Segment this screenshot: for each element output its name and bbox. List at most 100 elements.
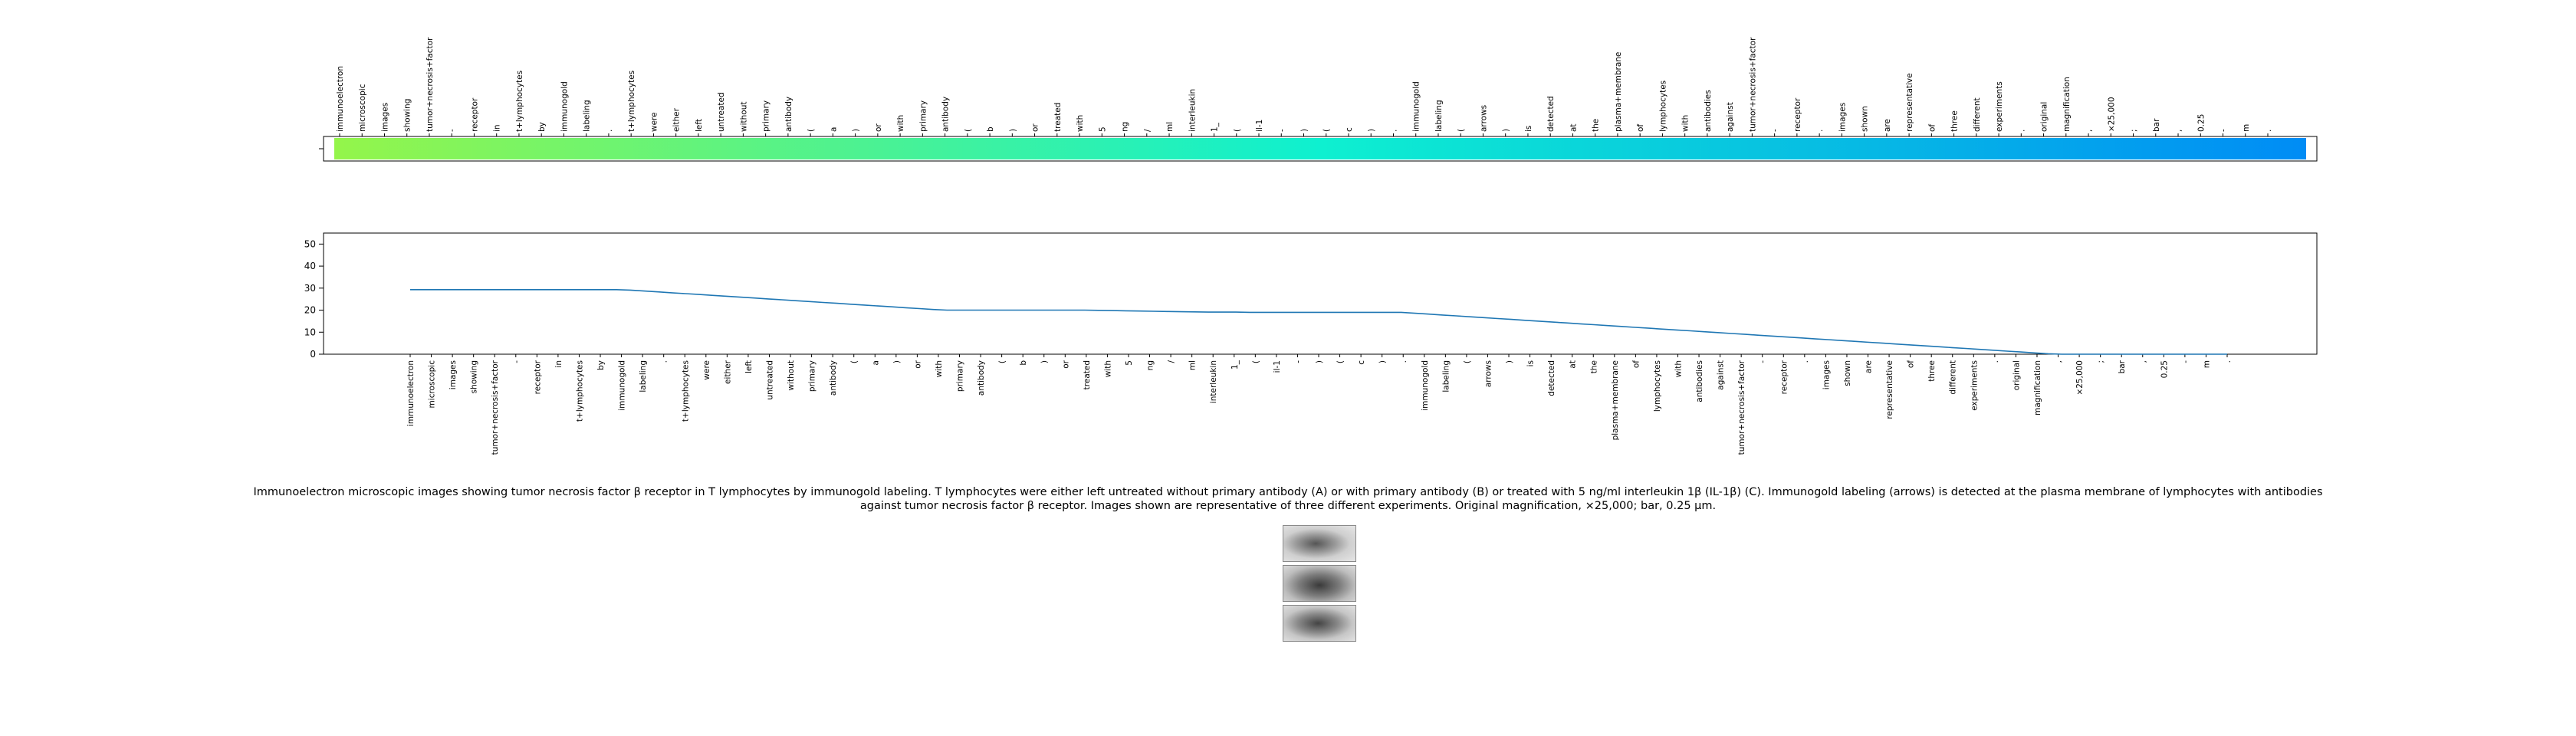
x-tick-label: -	[2181, 360, 2190, 363]
colorbar-token-label: ml	[1165, 122, 1175, 132]
x-tick-label: 5	[1125, 360, 1134, 366]
colorbar-token-label: .	[2264, 130, 2273, 132]
x-tick-label: against	[1717, 360, 1726, 390]
colorbar-token-label: antibody	[941, 97, 951, 132]
colorbar-token-label: detected	[1546, 96, 1556, 132]
x-tick-label: interleukin	[1209, 360, 1218, 403]
colorbar-token-label: (	[1457, 129, 1466, 132]
colorbar-token-label: )	[1300, 129, 1309, 132]
x-tick-label: ×25,000	[2075, 360, 2085, 396]
y-tick-label: 10	[304, 327, 316, 337]
colorbar-token-label: .	[1815, 130, 1825, 132]
x-tick-label: at	[1569, 360, 1578, 369]
x-tick-label: il-1	[1273, 360, 1282, 373]
colorbar-token-label: receptor	[470, 97, 479, 132]
x-tick-label: of	[1631, 360, 1641, 368]
x-tick-label: with	[1674, 360, 1683, 377]
colorbar-token-label: interleukin	[1188, 89, 1197, 132]
x-tick-label: (	[1336, 360, 1346, 363]
x-tick-label: (	[1463, 360, 1472, 363]
colorbar-token-label: .	[2017, 130, 2026, 132]
x-tick-label: images	[449, 360, 458, 389]
colorbar-token-label: immunoelectron	[336, 66, 345, 132]
x-tick-label: untreated	[765, 360, 774, 400]
colorbar-token-label: labeling	[583, 100, 592, 132]
x-tick-label: with	[935, 360, 944, 377]
colorbar-token-label: immunogold	[560, 81, 569, 132]
colorbar-token-label: treated	[1053, 103, 1063, 132]
colorbar-token-label: c	[1345, 127, 1354, 132]
x-tick-label: tumor+necrosis+factor	[1737, 360, 1746, 455]
x-tick-label: with	[1103, 360, 1112, 377]
x-tick-label: (	[1251, 360, 1260, 363]
colorbar-token-label: of	[1636, 124, 1645, 132]
colorbar-token-label: microscopic	[358, 84, 367, 132]
colorbar-token-label: antibodies	[1704, 90, 1713, 132]
x-tick-label: different	[1949, 360, 1958, 395]
colorbar-token-label: shown	[1861, 106, 1870, 132]
colorbar-token-label: in	[493, 124, 502, 132]
x-tick-label: plasma+membrane	[1611, 360, 1620, 440]
colorbar-token-label: three	[1950, 110, 1960, 132]
x-tick-label: 1_	[1230, 360, 1240, 370]
x-tick-label: primary	[808, 360, 817, 392]
colorbar-token-label: different	[1973, 97, 1982, 132]
colorbar-token-label: with	[896, 115, 905, 132]
colorbar-token-label: or	[1031, 123, 1040, 132]
x-tick-label: either	[723, 360, 732, 384]
colorbar-token-label: )	[1367, 129, 1376, 132]
x-tick-label: antibody	[829, 360, 838, 396]
y-tick-label: 50	[304, 238, 316, 249]
colorbar-token-label: primary	[762, 100, 771, 132]
x-tick-label: by	[596, 360, 606, 370]
y-tick-label: 30	[304, 283, 316, 294]
x-tick-label: labeling	[1441, 360, 1451, 393]
colorbar-token-label: plasma+membrane	[1614, 52, 1623, 132]
x-tick-label: magnification	[2033, 360, 2042, 416]
colorbar-token-label: arrows	[1479, 105, 1488, 132]
colorbar-token-label: labeling	[1434, 100, 1444, 132]
x-tick-label: c	[1357, 360, 1366, 365]
colorbar-token-label: with	[1681, 115, 1691, 132]
colorbar-token-label: primary	[918, 100, 928, 132]
x-tick-label: in	[554, 360, 564, 368]
x-tick-label: )	[892, 360, 902, 363]
colorbar-token-label: a	[829, 127, 838, 132]
colorbar-token-label: showing	[403, 99, 412, 132]
x-tick-label: .	[660, 360, 669, 363]
colorbar-token-label: tumor+necrosis+factor	[1748, 37, 1757, 132]
token-colorbar	[334, 138, 2306, 159]
colorbar-token-label: ;	[2130, 129, 2139, 132]
colorbar-token-label: m	[2242, 124, 2251, 132]
x-tick-label: .	[1399, 360, 1408, 363]
colorbar-token-label: (	[1322, 129, 1332, 132]
colorbar-token-label: -	[448, 129, 457, 132]
colorbar-token-label: )	[1502, 129, 1511, 132]
colorbar-token-label: by	[537, 122, 547, 132]
colorbar-token-label: lymphocytes	[1658, 80, 1668, 132]
x-tick-label: original	[2012, 360, 2021, 390]
colorbar-token-label: is	[1524, 126, 1533, 132]
colorbar-token-label: the	[1592, 119, 1601, 132]
x-tick-label: is	[1526, 360, 1536, 366]
colorbar-token-label: magnification	[2062, 77, 2072, 132]
colorbar-token-label: without	[739, 102, 748, 132]
x-tick-label: immunoelectron	[406, 360, 416, 426]
x-tick-label: immunogold	[618, 360, 627, 411]
x-tick-label: a	[871, 360, 880, 365]
x-tick-label: labeling	[639, 360, 648, 393]
x-tick-label: without	[787, 360, 796, 390]
x-tick-label: microscopic	[428, 360, 437, 409]
x-tick-label: b	[1019, 360, 1028, 366]
x-axis-token-labels: immunoelectron microscopic images showing tu…	[406, 354, 2233, 455]
colorbar-token-label: 5	[1098, 127, 1107, 132]
x-tick-label: ,	[2139, 360, 2148, 363]
x-tick-label: receptor	[1779, 360, 1789, 394]
x-tick-label: .	[2223, 360, 2233, 363]
colorbar-token-label: -	[2220, 129, 2229, 132]
colorbar-token-label: -	[1277, 129, 1286, 132]
x-tick-label: -	[512, 360, 521, 363]
colorbar-token-label: either	[672, 107, 682, 132]
figure-caption: Immunoelectron microscopic images showin…	[253, 486, 2323, 512]
colorbar-token-label: against	[1726, 102, 1735, 132]
